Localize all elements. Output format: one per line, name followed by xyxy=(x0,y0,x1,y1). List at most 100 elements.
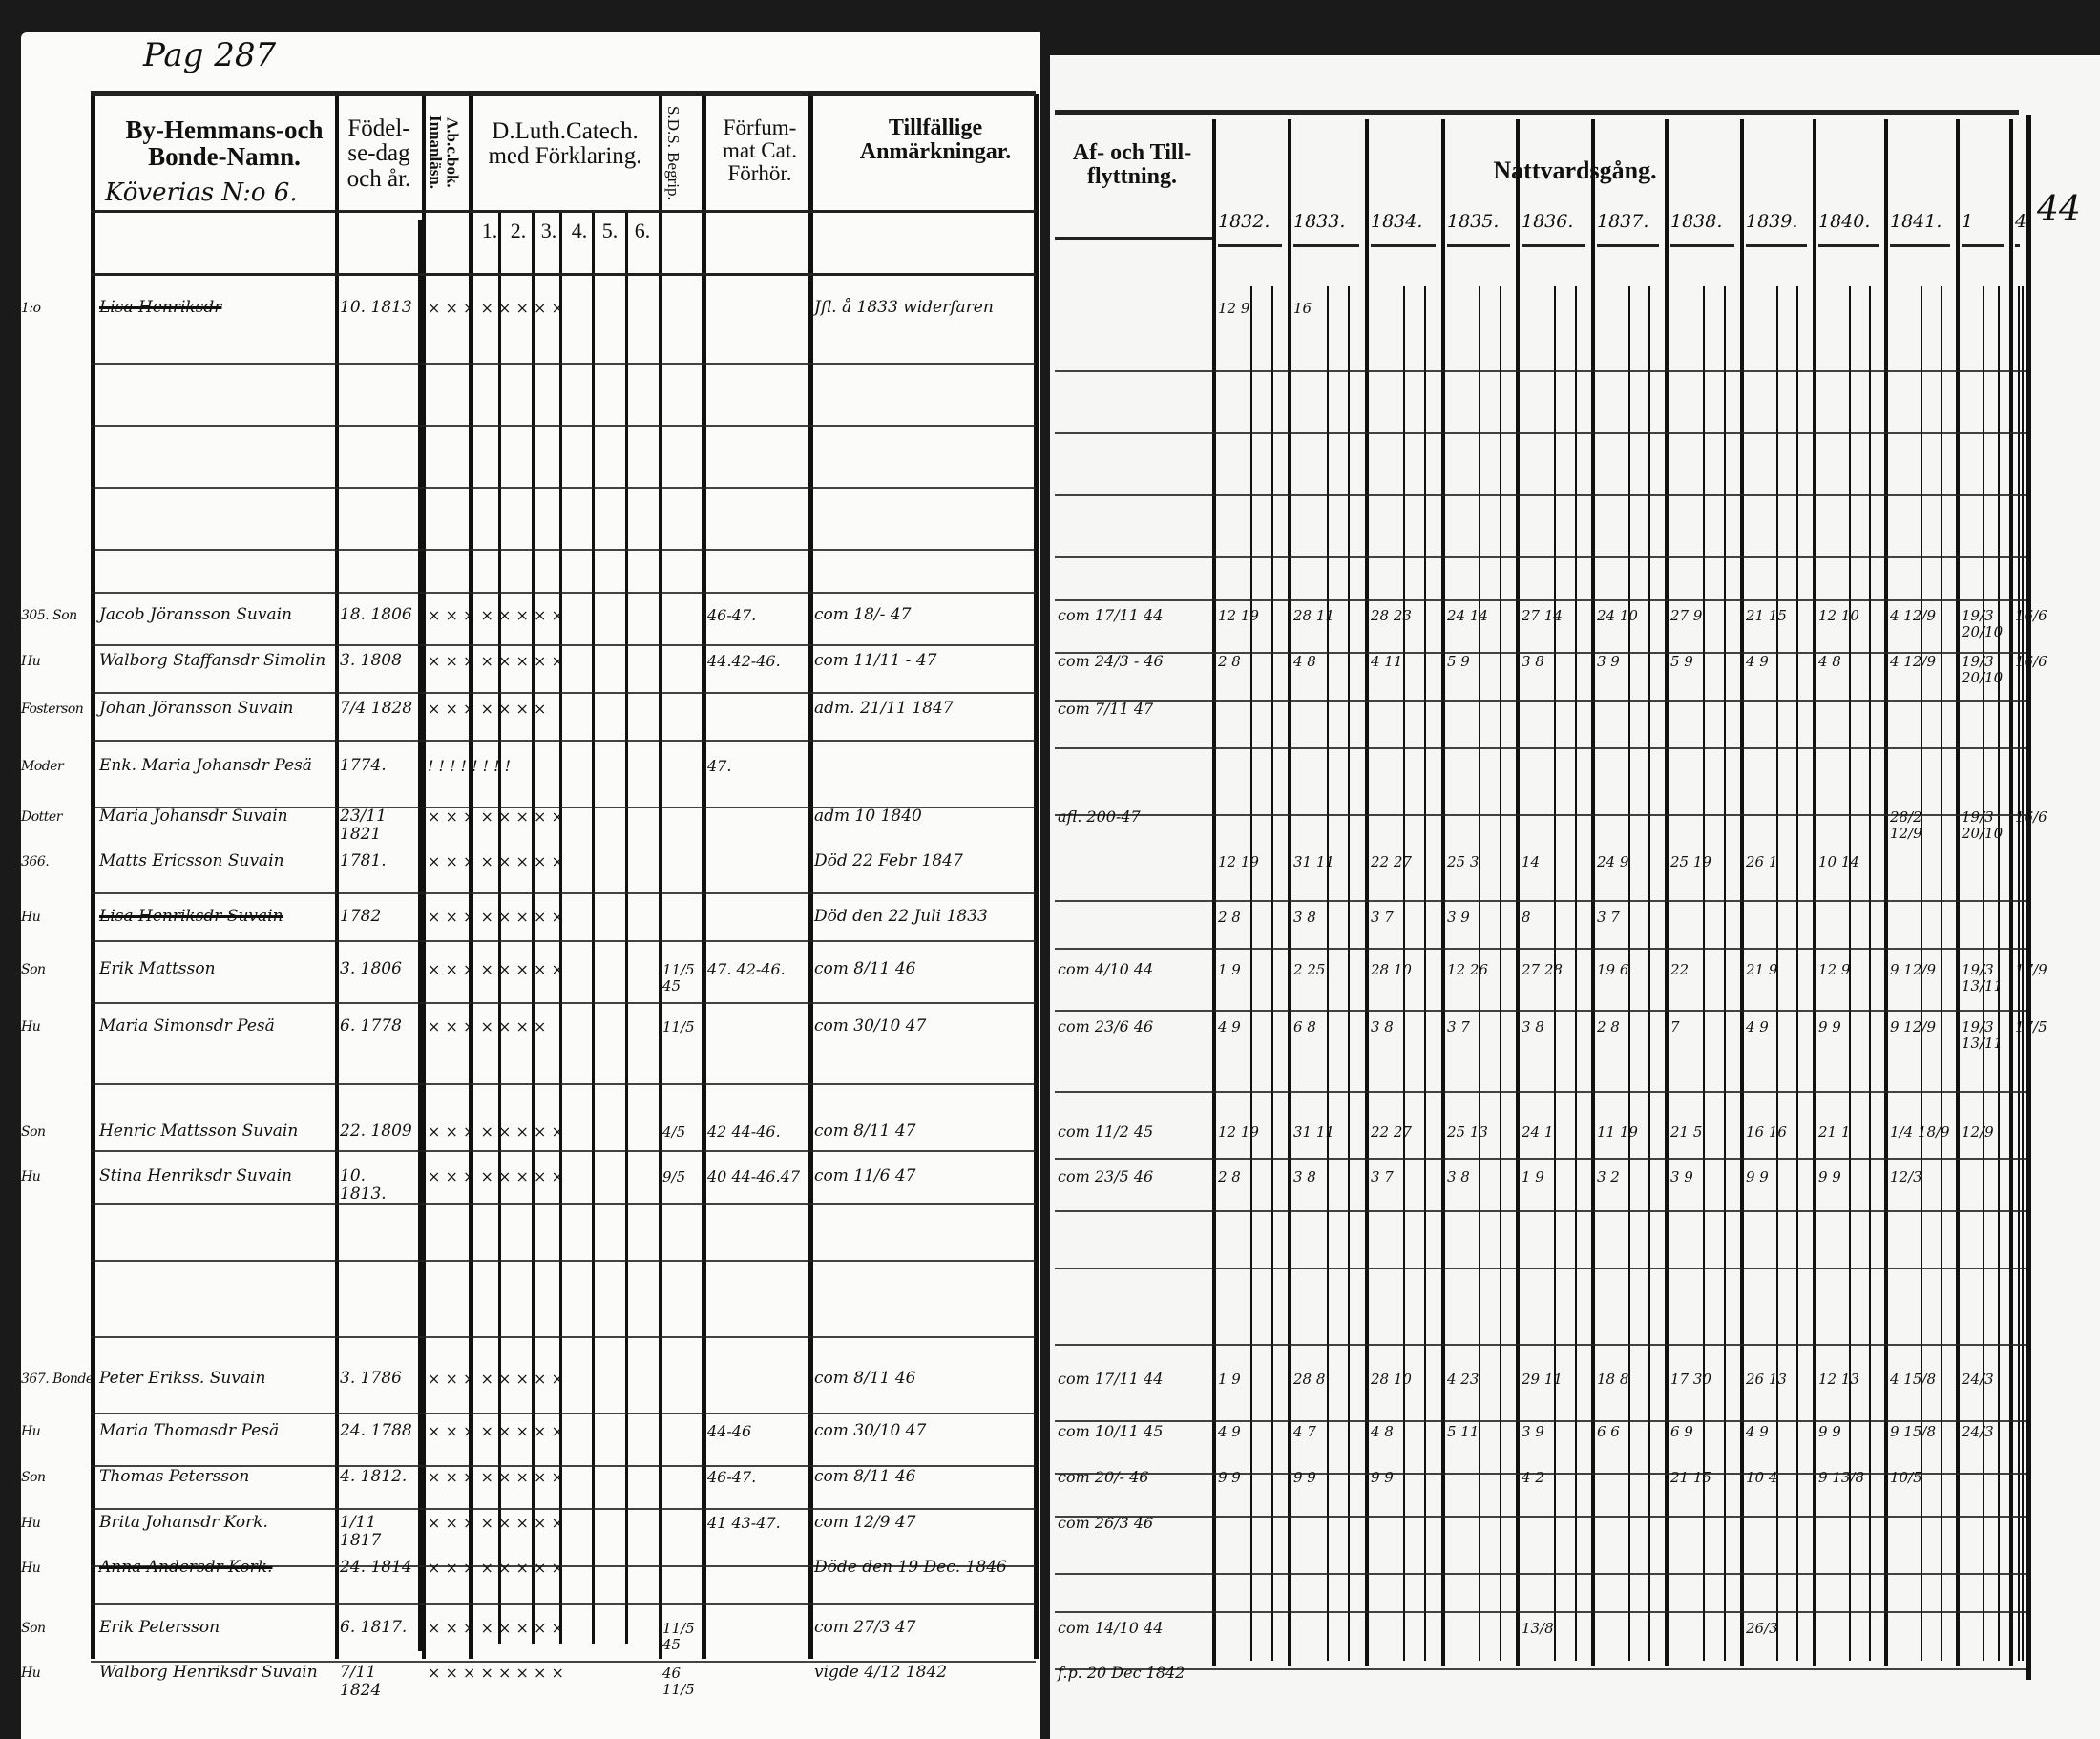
communion-date: 21 15 xyxy=(1746,607,1787,624)
column-rule xyxy=(1034,94,1039,1659)
margin-note: Hu xyxy=(21,1516,41,1531)
examination-years: 40 44-46.47 xyxy=(707,1167,801,1185)
communion-date: 16/6 xyxy=(2015,607,2048,624)
communion-date: 10 4 xyxy=(1746,1469,1778,1486)
ruled-line xyxy=(91,644,1036,646)
header-bottom-rule xyxy=(1055,237,1212,240)
column-rule xyxy=(2026,115,2031,1680)
communion-date: 9 12/9 xyxy=(1890,961,1936,978)
year-underline xyxy=(1218,244,1282,247)
catechism-part-label: 2. xyxy=(510,219,527,242)
year-label: 1836. xyxy=(1522,211,1574,232)
ruled-line xyxy=(91,549,1036,551)
year-label: 1 xyxy=(1962,211,1974,232)
communion-date: 17/9 xyxy=(2015,961,2048,978)
birth-date: 4. 1812. xyxy=(340,1467,408,1486)
year-label: 1840. xyxy=(1818,211,1871,232)
communion-date: 3 7 xyxy=(1597,909,1620,926)
communion-date: 12 9 xyxy=(1818,961,1851,978)
subcolumn-rule xyxy=(1479,286,1480,1661)
birth-date: 1781. xyxy=(340,851,387,870)
moving-note: com 17/11 44 xyxy=(1058,1370,1164,1388)
left-page xyxy=(21,32,1040,1739)
examination-years: 42 44-46. xyxy=(707,1122,781,1141)
communion-date: 3 8 xyxy=(1293,1168,1316,1185)
communion-date: 2 8 xyxy=(1218,1168,1241,1185)
communion-date: 2 8 xyxy=(1597,1018,1620,1036)
communion-date: 4 9 xyxy=(1218,1018,1241,1036)
column-rule xyxy=(1665,119,1669,1666)
column-rule xyxy=(659,94,662,1659)
communion-date: 9 9 xyxy=(1371,1469,1394,1486)
communion-date: 3 8 xyxy=(1293,909,1316,926)
ruled-line xyxy=(91,892,1036,894)
person-name: Walborg Staffansdr Simolin xyxy=(99,651,326,670)
communion-date: 9 13/8 xyxy=(1818,1469,1864,1486)
communion-date: 26/3 xyxy=(1746,1620,1778,1637)
reading-marks: × × × × × × × × xyxy=(428,652,564,670)
margin-note: Son xyxy=(21,962,46,977)
subcolumn-rule xyxy=(2022,286,2025,1661)
column-rule xyxy=(2009,119,2013,1666)
column-rule xyxy=(808,94,813,1659)
communion-date: 1 9 xyxy=(1218,961,1241,978)
communion-date: 6 9 xyxy=(1670,1423,1693,1440)
ruled-line xyxy=(1055,747,2026,749)
remark-note: Död den 22 Juli 1833 xyxy=(814,907,988,926)
year-label: 1833. xyxy=(1293,211,1346,232)
corner-number: 44 xyxy=(2037,190,2081,229)
communion-date: 2 8 xyxy=(1218,653,1241,670)
examination-years: 46-47. xyxy=(707,1468,757,1486)
communion-date: 24/3 xyxy=(1962,1423,1994,1440)
ruled-line xyxy=(1055,1210,2026,1212)
reading-marks: × × × × × × × × xyxy=(428,1664,564,1682)
birth-date: 6. 1778 xyxy=(340,1016,402,1036)
communion-date: 26 13 xyxy=(1746,1371,1787,1388)
remark-note: adm 10 1840 xyxy=(814,807,922,826)
column-rule xyxy=(1740,119,1744,1666)
ruled-line xyxy=(91,940,1036,942)
margin-note: Moder xyxy=(21,759,64,774)
communion-date: 12 13 xyxy=(1818,1371,1859,1388)
moving-note: com 14/10 44 xyxy=(1058,1619,1164,1637)
examination-years: 41 43-47. xyxy=(707,1514,781,1532)
communion-date: 2 8 xyxy=(1218,909,1241,926)
communion-date: 12 19 xyxy=(1218,607,1259,624)
subcolumn-rule xyxy=(1574,286,1577,1661)
sds-note: 11/5 45 xyxy=(662,1620,695,1653)
ruled-line xyxy=(1055,652,2026,654)
reading-marks: × × × × × × × × xyxy=(428,1122,564,1141)
year-underline xyxy=(1890,244,1950,247)
reading-marks: × × × × × × × xyxy=(428,1017,547,1036)
year-label: 1837. xyxy=(1597,211,1649,232)
ruled-line xyxy=(1055,1516,2026,1518)
ruled-line xyxy=(1055,948,2026,950)
village-name: Köverias N:o 6. xyxy=(105,178,298,207)
communion-date: 3 8 xyxy=(1522,1018,1544,1036)
column-rule xyxy=(1288,119,1292,1666)
communion-date: 19/3 20/10 xyxy=(1962,653,2004,686)
remark-note: Död 22 Febr 1847 xyxy=(814,851,963,870)
communion-date: 9 9 xyxy=(1818,1168,1841,1185)
communion-date: 2 25 xyxy=(1293,961,1326,978)
communion-date: 12 26 xyxy=(1447,961,1488,978)
communion-date: 19 6 xyxy=(1597,961,1629,978)
column-rule xyxy=(1441,119,1445,1666)
margin-note: 367. Bonde xyxy=(21,1372,94,1387)
subcolumn-rule xyxy=(1723,286,1726,1661)
communion-date: 27 14 xyxy=(1522,607,1563,624)
communion-date: 28 10 xyxy=(1371,1371,1412,1388)
communion-date: 3 8 xyxy=(1371,1018,1394,1036)
remark-note: adm. 21/11 1847 xyxy=(814,699,954,718)
communion-date: 3 7 xyxy=(1371,909,1394,926)
examination-years: 44-46 xyxy=(707,1422,752,1440)
communion-date: 4 12/9 xyxy=(1890,653,1936,670)
communion-date: 5 9 xyxy=(1670,653,1693,670)
communion-date: 9 9 xyxy=(1218,1469,1241,1486)
year-underline xyxy=(1522,244,1586,247)
person-name: Erik Petersson xyxy=(99,1618,220,1637)
margin-note: Hu xyxy=(21,1019,41,1035)
communion-date: 19/3 20/10 xyxy=(1962,808,2004,842)
communion-date: 21 15 xyxy=(1670,1469,1712,1486)
year-label: 4 xyxy=(2015,211,2027,232)
